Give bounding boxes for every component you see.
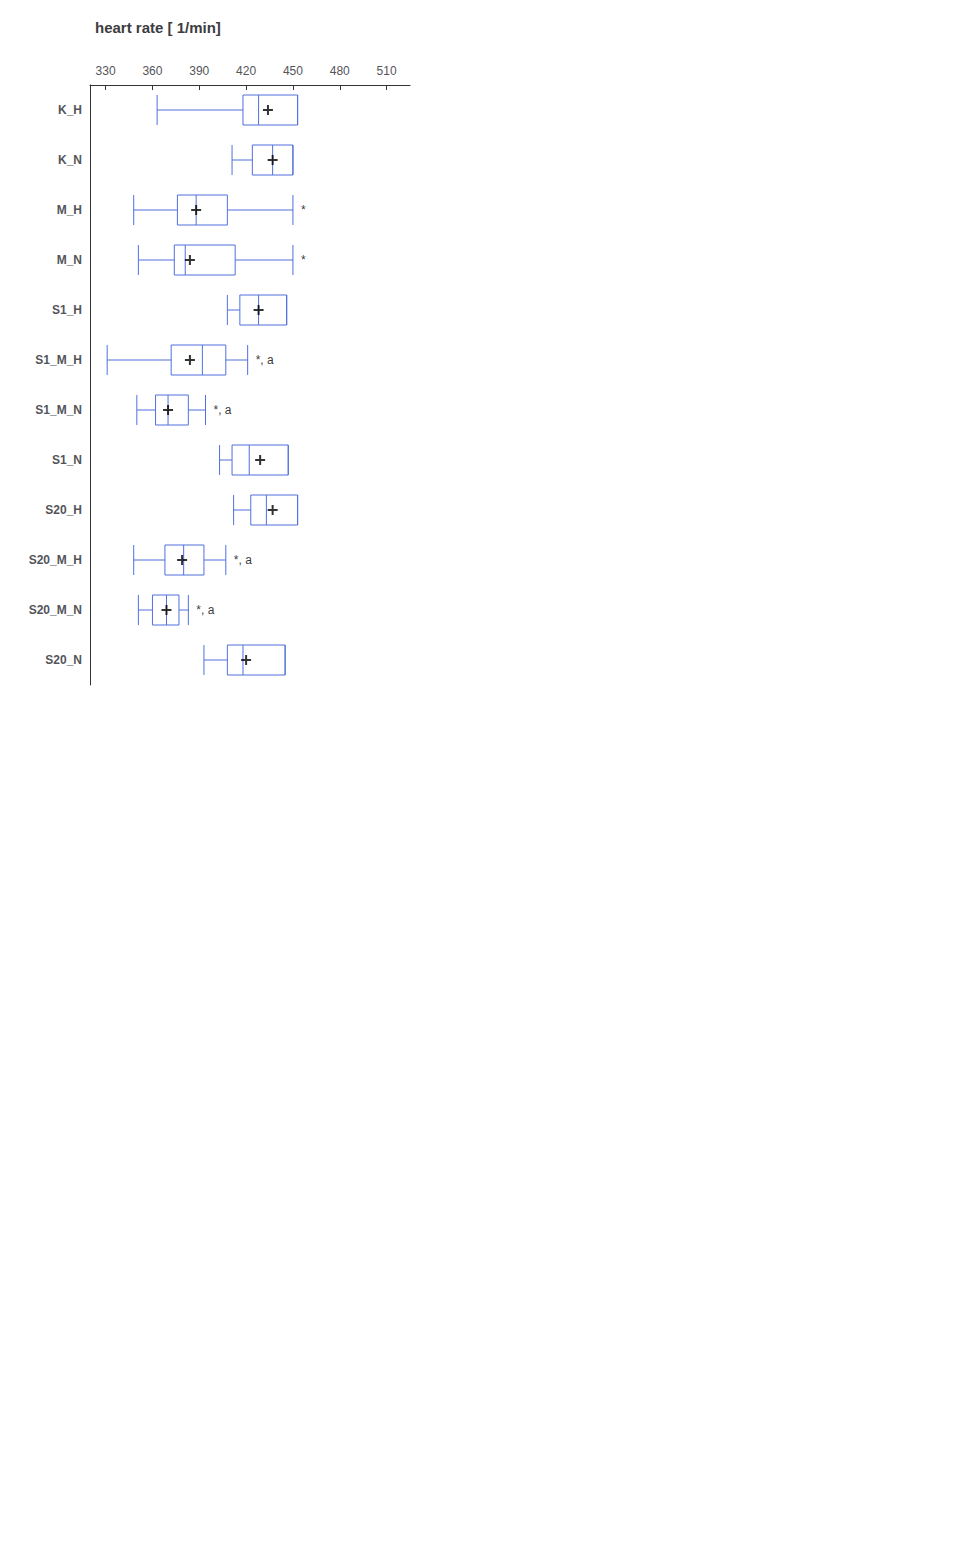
svg-text:*: *	[301, 203, 306, 217]
svg-text:S1_N: S1_N	[52, 453, 82, 467]
svg-text:480: 480	[330, 64, 350, 78]
svg-text:420: 420	[236, 64, 256, 78]
svg-text:heart rate [ 1/min]: heart rate [ 1/min]	[95, 19, 221, 36]
svg-text:S1_H: S1_H	[52, 303, 82, 317]
svg-text:*, a: *, a	[196, 603, 214, 617]
svg-text:360: 360	[142, 64, 162, 78]
svg-text:S20_H: S20_H	[45, 503, 82, 517]
svg-text:S20_N: S20_N	[45, 653, 82, 667]
svg-text:390: 390	[189, 64, 209, 78]
svg-text:510: 510	[377, 64, 397, 78]
svg-text:S1_M_N: S1_M_N	[35, 403, 82, 417]
svg-text:K_H: K_H	[58, 103, 82, 117]
svg-text:*: *	[301, 253, 306, 267]
svg-text:S20_M_N: S20_M_N	[29, 603, 82, 617]
svg-text:S1_M_H: S1_M_H	[35, 353, 82, 367]
svg-text:450: 450	[283, 64, 303, 78]
svg-text:*, a: *, a	[256, 353, 274, 367]
svg-text:*, a: *, a	[234, 553, 252, 567]
svg-text:330: 330	[96, 64, 116, 78]
svg-text:S20_M_H: S20_M_H	[29, 553, 82, 567]
svg-text:K_N: K_N	[58, 153, 82, 167]
svg-text:*, a: *, a	[214, 403, 232, 417]
svg-text:M_N: M_N	[57, 253, 82, 267]
svg-text:M_H: M_H	[57, 203, 82, 217]
